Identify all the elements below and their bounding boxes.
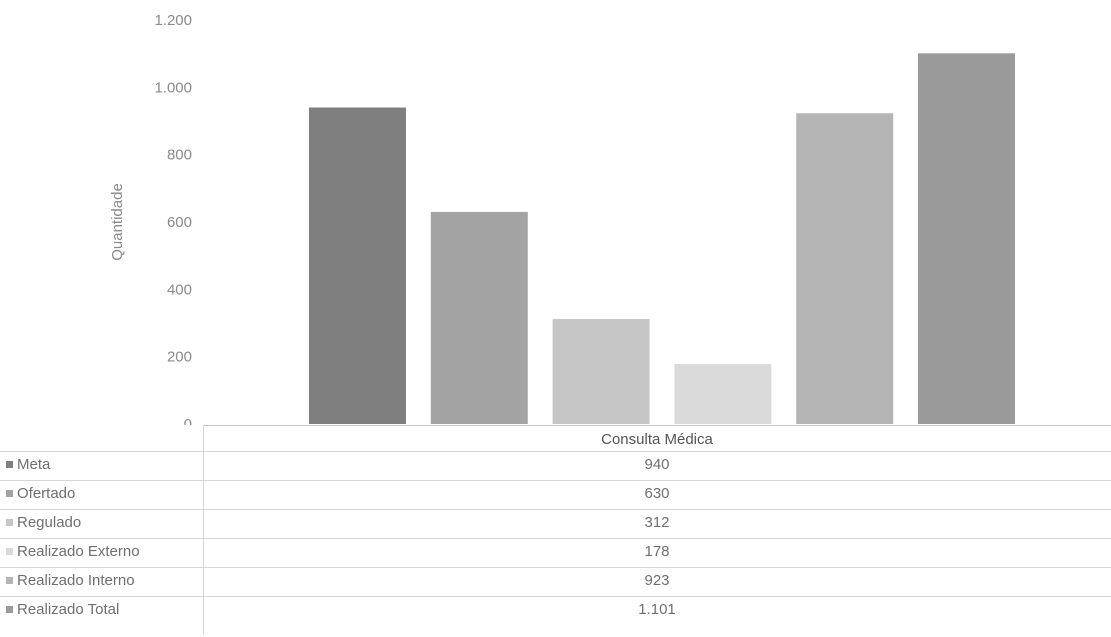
legend-swatch-realizado-externo [6, 547, 13, 555]
bar-ofertado [430, 211, 528, 424]
category-header: Consulta Médica [203, 425, 1111, 452]
bar-meta [309, 107, 406, 425]
legend-swatch-realizado-interno [6, 576, 13, 584]
legend-entry: Regulado [6, 509, 81, 535]
y-tick-label: 0 [184, 416, 192, 425]
table-row-meta: Meta 940 [0, 451, 1111, 477]
bar-realizado-externo [674, 364, 772, 424]
legend-swatch-meta [6, 460, 13, 468]
table-row-regulado: Regulado 312 [0, 509, 1111, 535]
bar-realizado-interno [796, 113, 894, 425]
y-tick-label: 400 [167, 281, 192, 298]
legend-entry: Ofertado [6, 480, 75, 506]
legend-entry: Realizado Total [6, 596, 119, 622]
y-axis-label: Quantidade [109, 183, 126, 261]
legend-entry: Realizado Interno [6, 567, 135, 593]
table-divider [203, 425, 204, 635]
data-label: 923 [644, 571, 670, 589]
data-label: 1.101 [638, 600, 676, 618]
data-label: 178 [644, 542, 670, 560]
data-label: 630 [644, 484, 670, 502]
y-axis-ticks: 0 200 400 600 800 1.000 1.200 [154, 12, 192, 425]
table-row-realizado-externo: Realizado Externo 178 [0, 538, 1111, 564]
series-name: Realizado Externo [17, 542, 140, 560]
bar-realizado-total [918, 53, 1015, 425]
series-name: Ofertado [17, 484, 76, 502]
legend-swatch-realizado-total [6, 605, 13, 613]
legend-entry: Meta [6, 451, 50, 477]
y-tick-label: 600 [167, 214, 192, 231]
series-name: Realizado Interno [17, 571, 135, 589]
y-tick-label: 1.000 [154, 79, 192, 96]
table-row-realizado-interno: Realizado Interno 923 [0, 567, 1111, 593]
table-row-ofertado: Ofertado 630 [0, 480, 1111, 506]
y-tick-label: 200 [167, 349, 192, 366]
legend-entry: Realizado Externo [6, 538, 140, 564]
bar-chart: 0 200 400 600 800 1.000 1.200 Quantidade [109, 12, 1015, 425]
bars [309, 53, 1015, 425]
data-label: 940 [644, 455, 670, 473]
bar-regulado [552, 318, 650, 424]
series-name: Realizado Total [17, 600, 120, 618]
y-tick-label: 800 [167, 147, 192, 164]
y-tick-label: 1.200 [154, 12, 192, 29]
series-name: Regulado [17, 513, 82, 531]
data-label: 312 [644, 513, 670, 531]
series-name: Meta [17, 455, 51, 473]
legend-swatch-regulado [6, 518, 13, 526]
legend-swatch-ofertado [6, 489, 13, 497]
table-row-realizado-total: Realizado Total 1.101 [0, 596, 1111, 622]
